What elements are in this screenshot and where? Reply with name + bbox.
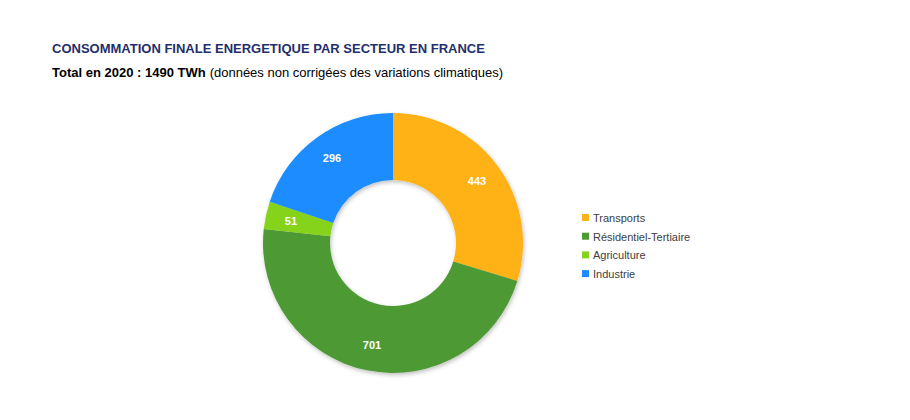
subtitle: Total en 2020 : 1490 TWh (données non cor… [52,65,503,80]
legend-swatch [582,214,589,221]
legend-label: Industrie [593,268,635,280]
data-labels: 443 701 51 296 [285,152,486,351]
legend-swatch [582,270,589,277]
data-label: 443 [468,175,486,187]
data-label: 296 [323,152,341,164]
legend: Transports Résidentiel-Tertiaire Agricultu… [582,212,690,280]
slices [263,113,523,373]
data-label: 701 [363,339,381,351]
legend-item: Agriculture [582,249,646,261]
legend-swatch [582,251,589,258]
legend-swatch [582,233,589,240]
legend-item: Résidentiel-Tertiaire [582,231,690,243]
chart: CONSOMMATION FINALE ENERGETIQUE PAR SECT… [0,0,910,420]
legend-label: Transports [593,212,646,224]
donut: 443 701 51 296 [263,113,523,373]
slice [393,113,523,281]
legend-item: Transports [582,212,646,224]
subtitle-note: (données non corrigées des variations cl… [210,65,503,80]
legend-item: Industrie [582,268,635,280]
data-label: 51 [285,215,297,227]
legend-label: Résidentiel-Tertiaire [593,231,690,243]
slice [263,229,517,373]
legend-label: Agriculture [593,249,646,261]
title: CONSOMMATION FINALE ENERGETIQUE PAR SECT… [52,41,485,56]
subtitle-main: Total en 2020 : 1490 TWh [52,65,206,80]
slice [270,113,393,223]
